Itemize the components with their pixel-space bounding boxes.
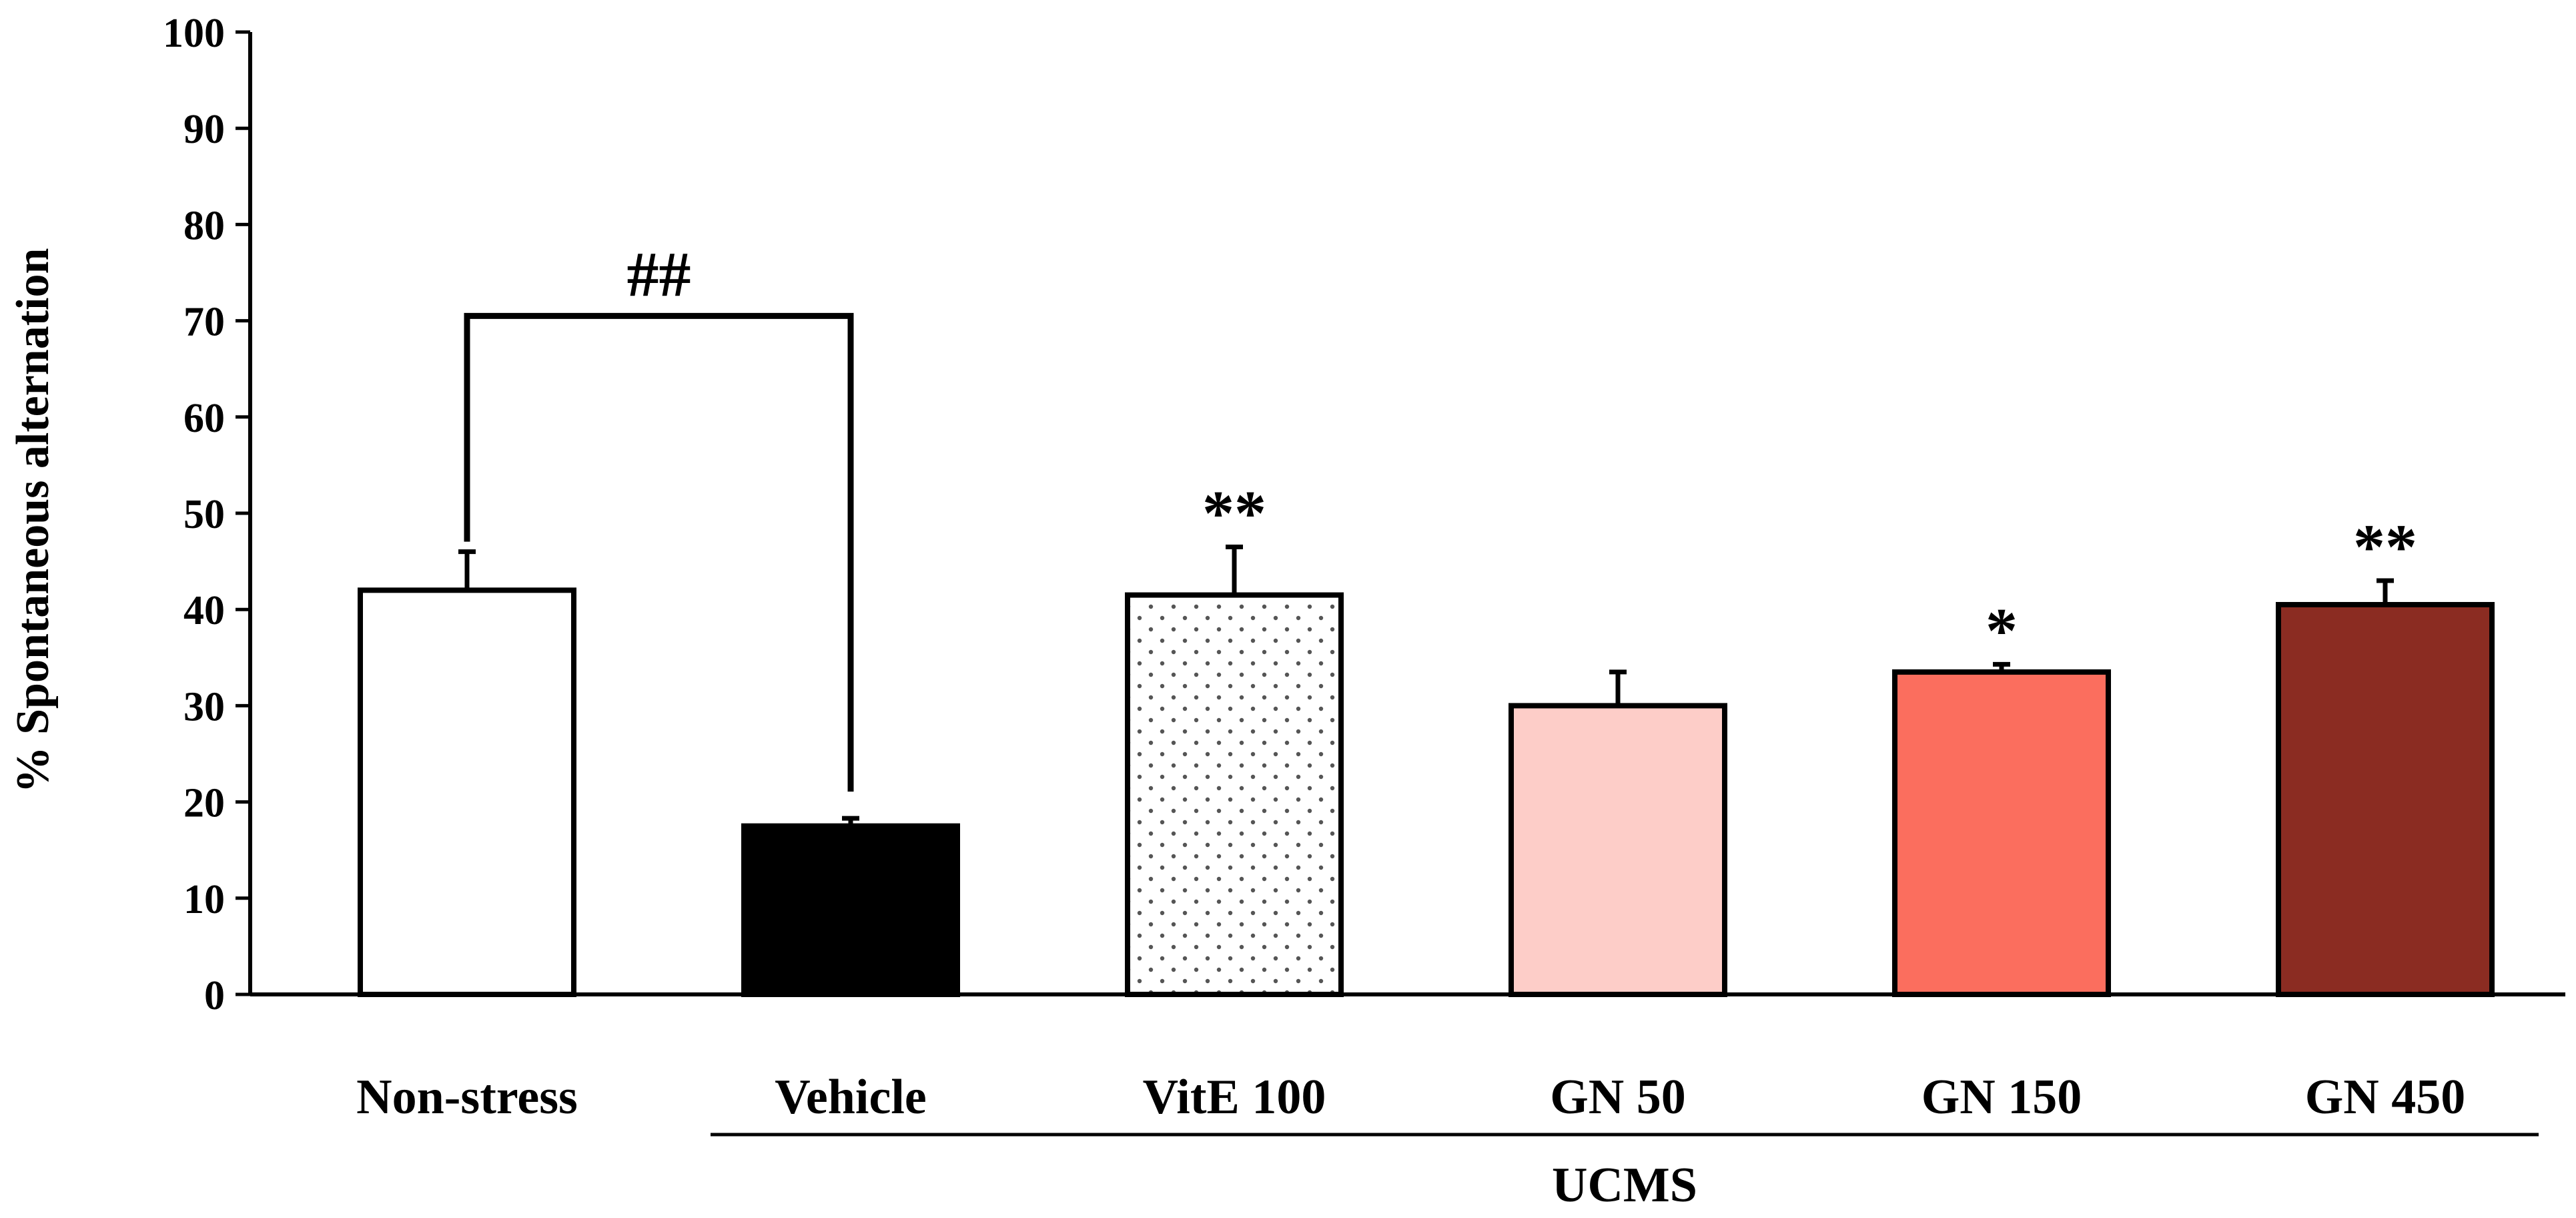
significance-mark: **	[1202, 477, 1266, 549]
ucms-group-label: UCMS	[1552, 1158, 1697, 1213]
y-tick-label: 10	[183, 877, 225, 922]
y-tick-label: 30	[183, 684, 225, 729]
annotations: ##	[464, 238, 854, 792]
bar	[741, 823, 960, 998]
bar	[1125, 592, 1344, 997]
y-tick-label: 40	[183, 588, 225, 633]
significance-mark: *	[1986, 595, 2018, 666]
y-tick-label: 90	[183, 107, 225, 152]
category-label: GN 50	[1550, 1070, 1686, 1125]
y-tick-label: 0	[204, 973, 225, 1018]
bar	[1509, 703, 1727, 998]
y-axis-title: % Spontaneous alternation	[7, 248, 59, 794]
bar	[1892, 669, 2111, 997]
x-axis-labels: Non-stress Vehicle VitE 100 GN 50 GN 150 GN 4…	[356, 1070, 2465, 1125]
y-tick-label: 80	[183, 203, 225, 248]
comparison-bracket	[464, 312, 854, 792]
y-tick-label: 60	[183, 396, 225, 441]
y-tick-label: 50	[183, 492, 225, 537]
category-label: Non-stress	[356, 1070, 578, 1125]
category-label: VitE 100	[1143, 1070, 1326, 1125]
comparison-label: ##	[627, 238, 691, 310]
category-label: GN 150	[1921, 1070, 2082, 1125]
bar	[2276, 601, 2495, 997]
significance-mark: **	[2353, 511, 2417, 583]
category-label: GN 450	[2305, 1070, 2466, 1125]
y-tick-label: 20	[183, 781, 225, 826]
bars: *****	[358, 477, 2495, 998]
y-axis-ticks: 0 10 20 30 40 50 60 70 80 90 100	[163, 11, 250, 1018]
y-tick-label: 100	[163, 11, 225, 56]
category-label: Vehicle	[775, 1070, 926, 1125]
y-tick-label: 70	[183, 300, 225, 345]
bar	[358, 587, 576, 997]
